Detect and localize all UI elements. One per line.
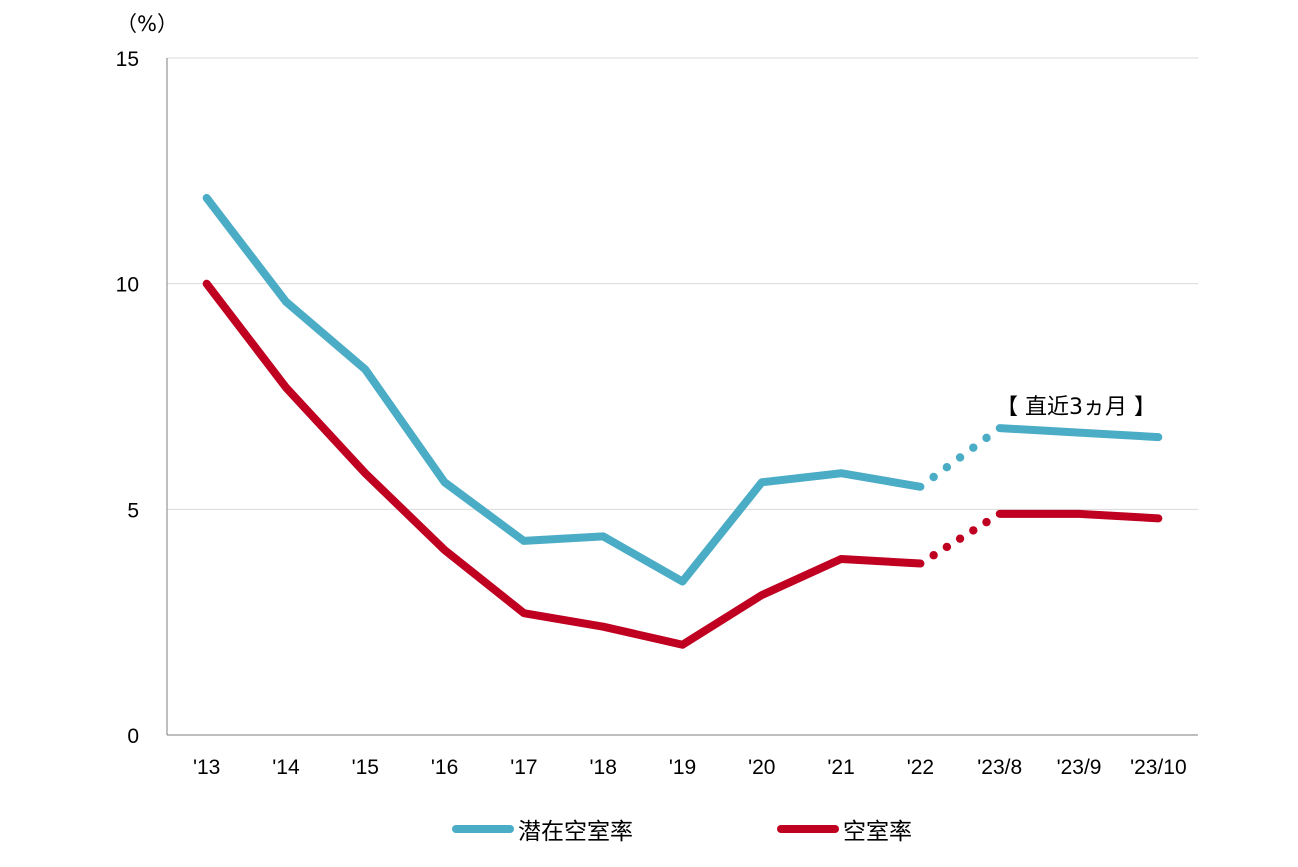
y-tick-label: 15: [116, 48, 139, 71]
series-dotted-point: [929, 551, 938, 560]
series-dotted-point: [982, 433, 991, 443]
series-dotted-point: [942, 463, 952, 472]
y-tick-label: 5: [127, 499, 139, 522]
x-tick-label: '23/8: [977, 756, 1022, 779]
x-tick-label: '16: [431, 756, 458, 779]
x-tick-label: '23/10: [1130, 756, 1187, 779]
series-dotted-point: [969, 526, 978, 535]
x-axis-ticks: '13 '14 '15 '16 '17 '18 '19 '20 '21 '22 '23/8 '23/9…: [193, 756, 1187, 779]
legend-item-vacancy: 空室率: [777, 812, 912, 846]
series-line-solid: [995, 424, 1163, 442]
series-line-solid: [202, 193, 925, 586]
x-tick-label: '15: [352, 756, 379, 779]
x-tick-label: '20: [748, 756, 775, 779]
x-tick-label: '17: [510, 756, 537, 779]
x-tick-label: '21: [827, 756, 854, 779]
series-dotted-point: [955, 453, 965, 462]
legend-label-vacancy: 空室率: [843, 819, 912, 845]
x-tick-label: '13: [193, 756, 220, 779]
recent-3-months-annotation: 【 直近3ヵ月 】: [996, 395, 1156, 420]
x-tick-label: '18: [590, 756, 617, 779]
y-axis-ticks: 0 5 10 15: [116, 48, 139, 748]
series-dotted-point: [942, 542, 952, 552]
legend-label-latent-vacancy: 潜在空室率: [518, 819, 633, 845]
series-lines: [202, 193, 1163, 649]
series-dotted-point: [955, 534, 965, 543]
series-2: [202, 279, 1163, 649]
series-dotted-point: [982, 517, 991, 527]
x-tick-label: '19: [669, 756, 696, 779]
y-tick-label: 10: [116, 274, 139, 297]
axes: [166, 58, 1198, 736]
series-dotted-point: [969, 443, 978, 452]
series-1: [202, 193, 1163, 586]
y-tick-label: 0: [127, 725, 139, 748]
series-dotted-point: [929, 472, 938, 482]
x-tick-label: '14: [272, 756, 300, 779]
series-line-solid: [202, 279, 925, 649]
series-line-solid: [995, 509, 1163, 523]
legend-item-latent-vacancy: 潜在空室率: [452, 812, 633, 846]
gridlines: [167, 57, 1198, 510]
x-tick-label: '22: [907, 756, 934, 779]
x-tick-label: '23/9: [1057, 756, 1102, 779]
legend-swatch-latent-vacancy: [452, 825, 514, 833]
legend-swatch-vacancy: [777, 825, 839, 833]
y-axis-unit-label: （%）: [116, 12, 178, 36]
